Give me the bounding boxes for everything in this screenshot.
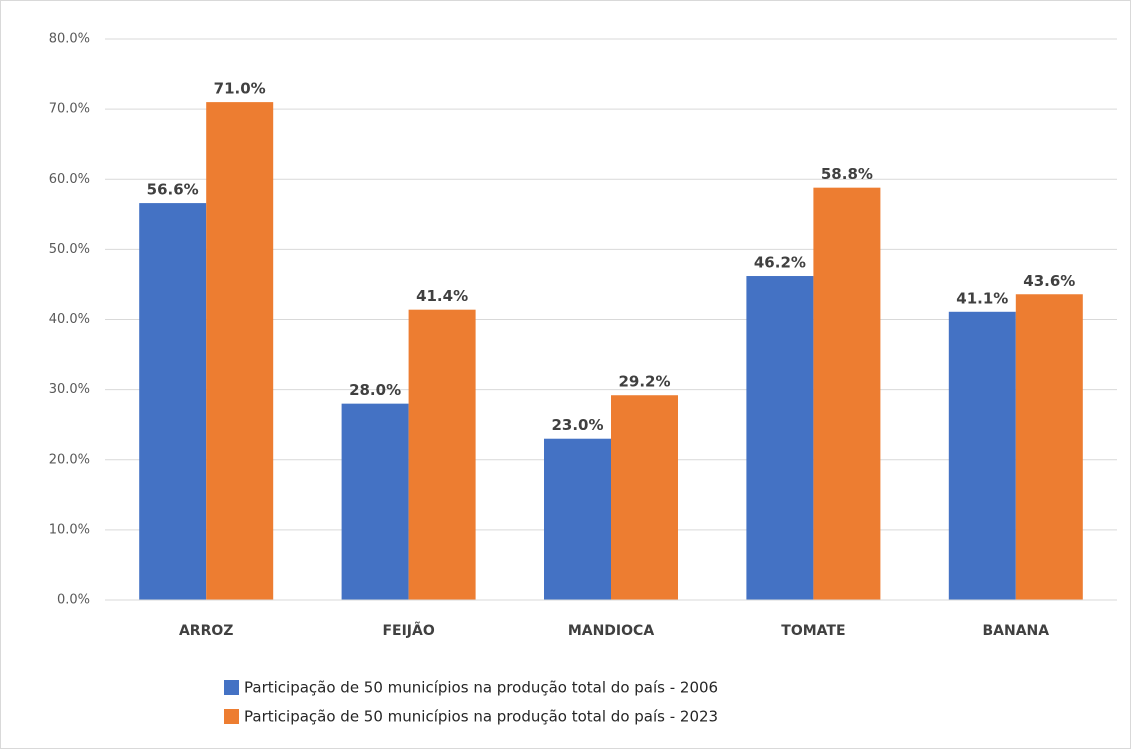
bar bbox=[611, 395, 678, 600]
legend-label: Participação de 50 municípios na produçã… bbox=[244, 679, 718, 697]
bar bbox=[408, 309, 476, 600]
bar bbox=[206, 102, 274, 601]
data-label: 43.6% bbox=[1023, 272, 1075, 290]
bar bbox=[139, 203, 207, 600]
y-tick-label: 0.0% bbox=[57, 593, 90, 608]
data-label: 41.1% bbox=[956, 289, 1008, 307]
data-label: 41.4% bbox=[416, 287, 468, 305]
x-tick-label: MANDIOCA bbox=[568, 623, 654, 639]
x-tick-label: TOMATE bbox=[781, 623, 845, 639]
y-tick-label: 20.0% bbox=[49, 452, 90, 467]
y-tick-label: 60.0% bbox=[49, 172, 90, 187]
x-tick-label: ARROZ bbox=[179, 623, 233, 639]
data-label: 29.2% bbox=[618, 373, 670, 391]
y-tick-label: 30.0% bbox=[49, 382, 90, 397]
bar bbox=[948, 311, 1016, 600]
data-label: 71.0% bbox=[214, 80, 266, 98]
bar bbox=[544, 438, 611, 600]
bar bbox=[813, 187, 881, 601]
data-label: 23.0% bbox=[551, 416, 603, 434]
y-tick-label: 80.0% bbox=[49, 32, 90, 47]
data-label: 46.2% bbox=[754, 254, 806, 272]
bar bbox=[341, 403, 409, 600]
legend-label: Participação de 50 municípios na produçã… bbox=[244, 708, 718, 726]
x-tick-label: FEIJÃO bbox=[382, 622, 434, 639]
y-tick-label: 70.0% bbox=[49, 102, 90, 117]
data-label: 58.8% bbox=[821, 165, 873, 183]
y-tick-label: 50.0% bbox=[49, 242, 90, 257]
data-label: 56.6% bbox=[147, 181, 199, 199]
legend-swatch bbox=[224, 709, 239, 724]
bar bbox=[746, 276, 814, 600]
x-tick-label: BANANA bbox=[982, 623, 1049, 639]
y-tick-label: 10.0% bbox=[49, 522, 90, 537]
legend-swatch bbox=[224, 680, 239, 695]
bar bbox=[1015, 294, 1083, 600]
data-label: 28.0% bbox=[349, 381, 401, 399]
y-tick-label: 40.0% bbox=[49, 312, 90, 327]
